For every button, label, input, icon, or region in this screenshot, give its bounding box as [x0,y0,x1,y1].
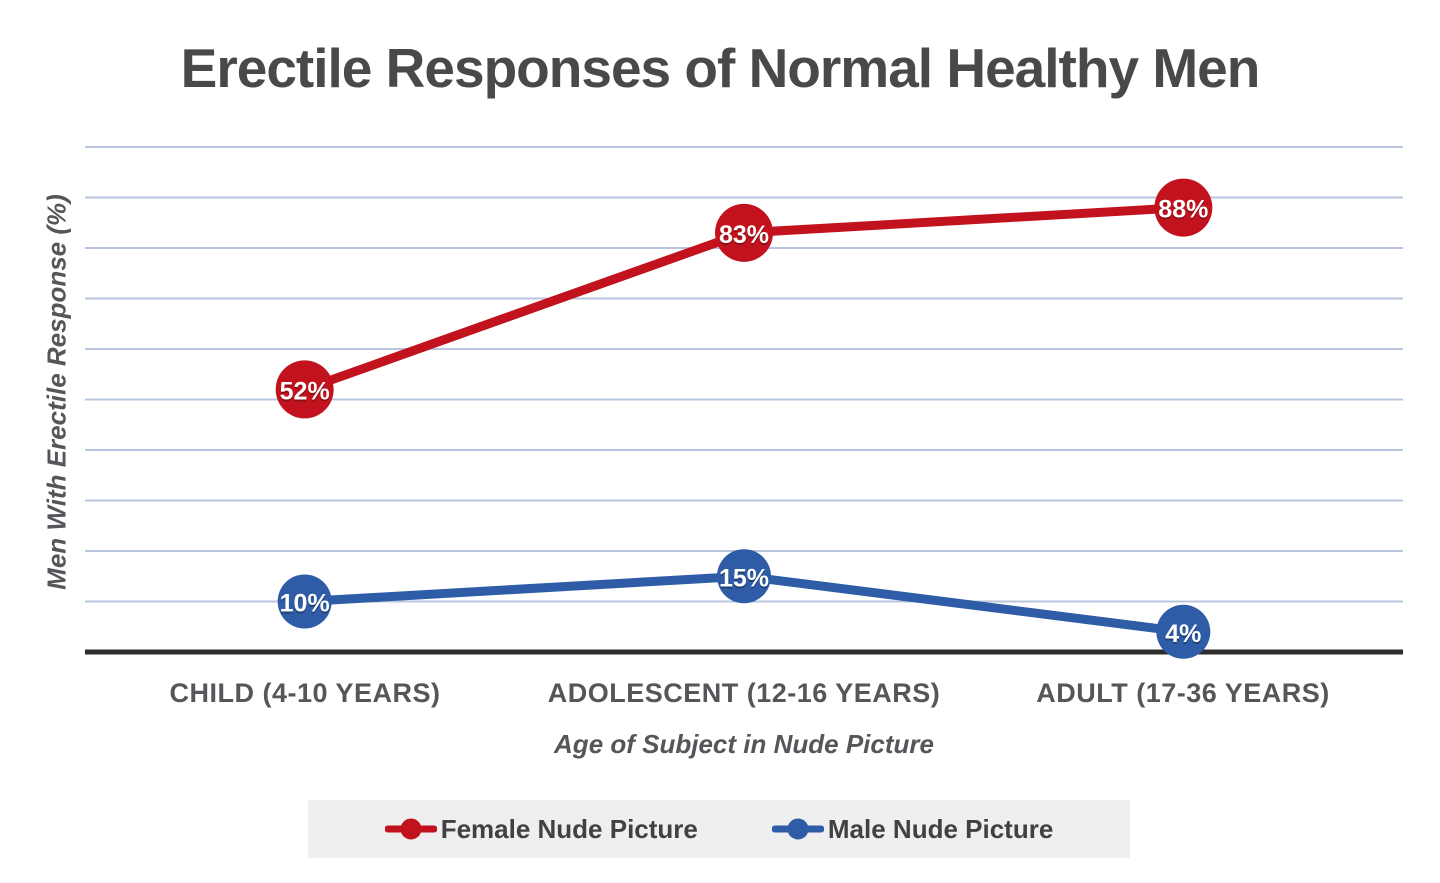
line-chart: 52%52%83%83%88%88%10%10%15%15%4%4% [85,146,1403,659]
chart-title: Erectile Responses of Normal Healthy Men [180,37,1261,99]
female-series-marker-icon [384,818,437,840]
svg-text:10%: 10% [280,592,330,620]
legend-item-male-nude-picture: Male Nude Picture [771,813,1054,845]
svg-text:83%: 83% [719,223,769,251]
male-series-marker-icon [771,818,824,840]
legend-item-female-nude-picture: Female Nude Picture [384,813,698,845]
svg-text:15%: 15% [719,566,769,594]
svg-text:15%: 15% [719,564,769,592]
x-axis-label: Age of Subject in Nude Picture [554,729,934,759]
x-tick-child: CHILD (4-10 YEARS) [169,678,441,708]
x-tick-adolescent: ADOLESCENT (12-16 YEARS) [547,678,941,708]
svg-text:52%: 52% [280,379,330,407]
svg-text:4%: 4% [1165,620,1201,648]
x-axis-ticks: CHILD (4-10 YEARS) ADOLESCENT (12-16 YEA… [0,678,1440,714]
svg-text:52%: 52% [280,377,330,405]
x-tick-adult: ADULT (17-36 YEARS) [1036,678,1330,708]
svg-text:10%: 10% [280,590,330,618]
legend-label: Female Nude Picture [440,813,698,844]
chart-legend: Female Nude Picture Male Nude Picture [308,800,1130,858]
svg-text:88%: 88% [1158,198,1208,226]
legend-label: Male Nude Picture [827,813,1054,844]
y-axis-label: Men With Erectile Response (%) [41,194,72,590]
svg-text:4%: 4% [1165,622,1201,650]
svg-text:88%: 88% [1158,196,1208,224]
svg-text:83%: 83% [719,221,769,249]
